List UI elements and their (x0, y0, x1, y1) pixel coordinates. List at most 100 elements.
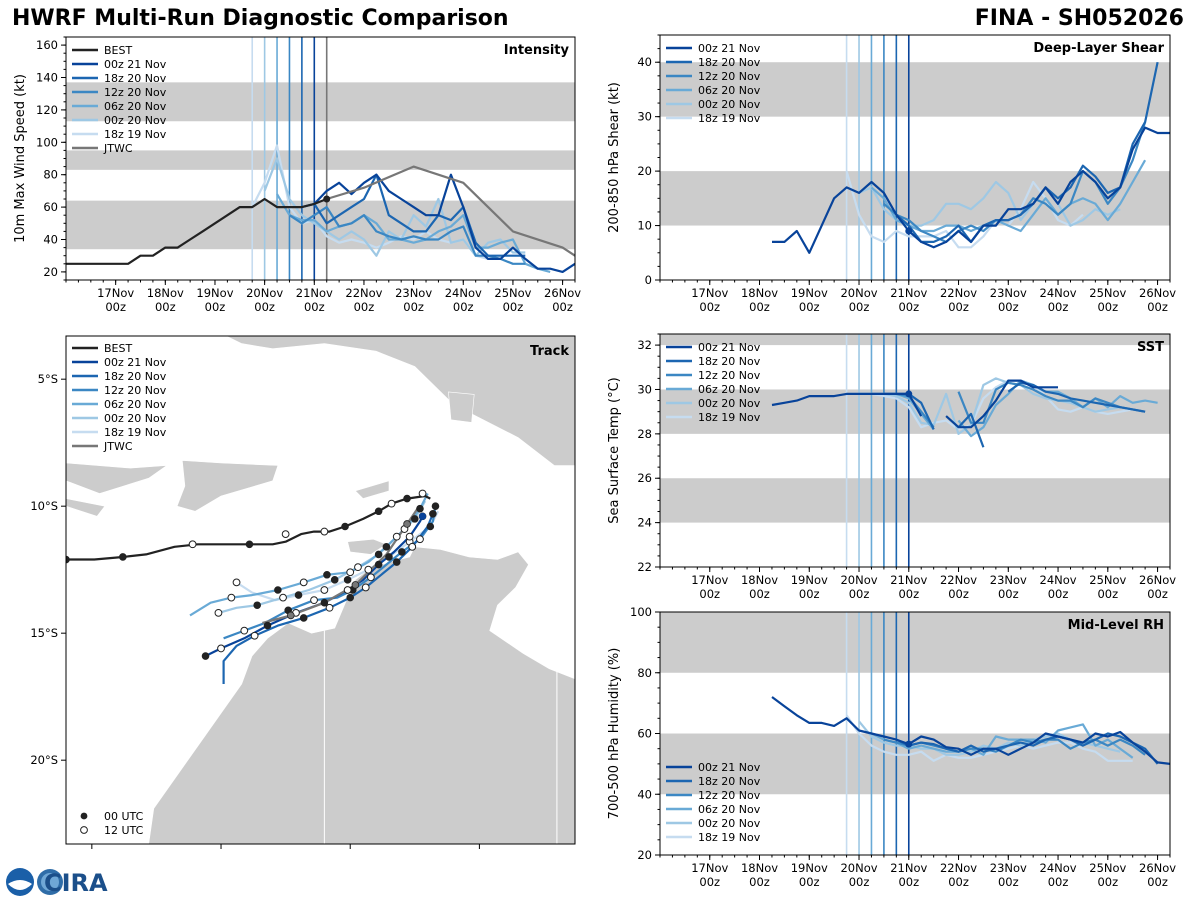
x-tick-label: 20Nov (246, 286, 283, 300)
track-point-00utc (429, 510, 437, 518)
plot-area (660, 334, 1170, 567)
track-point-12utc (279, 593, 287, 602)
track-point-00utc (385, 553, 393, 561)
x-tick-label: 00z (849, 875, 870, 889)
x-tick-label: 20Nov (840, 861, 877, 875)
track-point-00utc (403, 494, 411, 503)
x-tick-label: 00z (155, 300, 176, 314)
y-tick-label: 0 (645, 273, 652, 287)
y-tick-label: 10 (637, 219, 652, 233)
track-point-12utc (217, 644, 225, 653)
track-point-12utc (408, 542, 417, 551)
longitude-tick-label: 125°E (204, 853, 239, 855)
track-point-00utc (253, 601, 261, 610)
track-point-00utc (403, 520, 411, 528)
axes-frame (659, 333, 1171, 568)
y-tick-label: 40 (43, 233, 58, 247)
x-tick-label: 00z (503, 300, 524, 314)
longitude-tick-label: 120°E (74, 853, 109, 855)
track-point-12utc (346, 568, 355, 577)
track-point-12utc (366, 573, 375, 582)
map-frame (65, 335, 576, 845)
legend-label: 00z 21 Nov (698, 761, 761, 774)
y-tick-label: 80 (43, 168, 58, 182)
legend-label: 18z 19 Nov (698, 831, 761, 844)
x-tick-label: 00z (1048, 587, 1069, 601)
x-tick-label: 17Nov (97, 286, 134, 300)
y-tick-label: 26 (637, 471, 652, 485)
threshold-band (660, 478, 1170, 523)
x-tick-label: 22Nov (940, 861, 977, 875)
track-point-00utc (286, 611, 295, 620)
latitude-tick-label: 10°S (30, 499, 58, 513)
y-tick-label: 22 (637, 560, 652, 574)
track-point-00utc (374, 560, 383, 569)
legend-label: 12 UTC (104, 824, 144, 837)
track-point-12utc (214, 608, 223, 617)
latitude-tick-label: 5°S (38, 372, 58, 386)
track-point-12utc (392, 532, 401, 541)
y-axis-label: Sea Surface Temp (°C) (607, 377, 622, 524)
legend-label: 00z 20 Nov (104, 114, 167, 127)
land-mass (226, 336, 575, 466)
x-tick-label: 00z (749, 587, 770, 601)
y-tick-label: 120 (36, 103, 58, 117)
y-tick-label: 28 (637, 427, 652, 441)
x-tick-label: 00z (898, 587, 919, 601)
x-tick-label: 21Nov (890, 573, 927, 587)
track-point-12utc (310, 596, 318, 605)
y-tick-label: 20 (43, 265, 58, 279)
track-point-00utc (351, 581, 360, 589)
plot-area (66, 37, 575, 280)
y-tick-label: 40 (637, 787, 652, 801)
legend-label: 06z 20 Nov (698, 383, 761, 396)
legend-marker-00utc (80, 812, 88, 820)
legend-label: 06z 20 Nov (104, 100, 167, 113)
series-line (301, 173, 526, 257)
y-tick-label: 60 (43, 200, 58, 214)
y-tick-label: 140 (36, 71, 58, 85)
x-tick-label: 25Nov (494, 286, 531, 300)
legend-label: 18z 19 Nov (104, 128, 167, 141)
x-tick-label: 22Nov (940, 286, 977, 300)
track-point-00utc (392, 558, 401, 566)
legend-label: JTWC (103, 142, 133, 155)
storm-id-title: FINA - SH052026 (974, 6, 1184, 31)
current-position-marker (418, 512, 427, 520)
x-tick-label: 00z (799, 875, 820, 889)
x-tick-label: 00z (948, 875, 969, 889)
track-point-00utc (374, 550, 383, 559)
x-tick-label: 25Nov (1089, 286, 1126, 300)
x-tick-label: 00z (1147, 300, 1168, 314)
x-tick-label: 18Nov (147, 286, 184, 300)
track-point-00utc (411, 515, 419, 523)
y-tick-label: 160 (36, 38, 58, 52)
track-point-12utc (227, 593, 236, 602)
x-tick-label: 23Nov (990, 286, 1027, 300)
panel-title: Intensity (504, 43, 570, 58)
y-tick-label: 100 (630, 605, 652, 619)
x-tick-label: 00z (205, 300, 226, 314)
y-tick-label: 20 (637, 164, 652, 178)
x-tick-label: 24Nov (1040, 861, 1077, 875)
x-tick-label: 00z (998, 875, 1019, 889)
track-point-00utc (119, 553, 127, 561)
cira-logo-text: CIRA (44, 869, 108, 897)
track-point-00utc (274, 586, 282, 594)
track-point-12utc (299, 578, 308, 587)
series-line (870, 159, 1147, 233)
legend-label: 00z 20 Nov (698, 98, 761, 111)
land-mass (176, 460, 279, 512)
series-line (845, 170, 1084, 249)
y-axis-label: 700-500 hPa Humidity (%) (607, 648, 622, 820)
track-point-12utc (281, 530, 290, 539)
x-tick-label: 00z (254, 300, 275, 314)
legend-label: 12z 20 Nov (698, 70, 761, 83)
track-point-12utc (361, 583, 370, 592)
x-tick-label: 26Nov (544, 286, 581, 300)
series-line (771, 379, 1058, 429)
track-point-12utc (354, 563, 362, 572)
track-point-00utc (416, 504, 424, 513)
track-point-00utc (323, 570, 331, 579)
x-tick-label: 19Nov (791, 861, 828, 875)
